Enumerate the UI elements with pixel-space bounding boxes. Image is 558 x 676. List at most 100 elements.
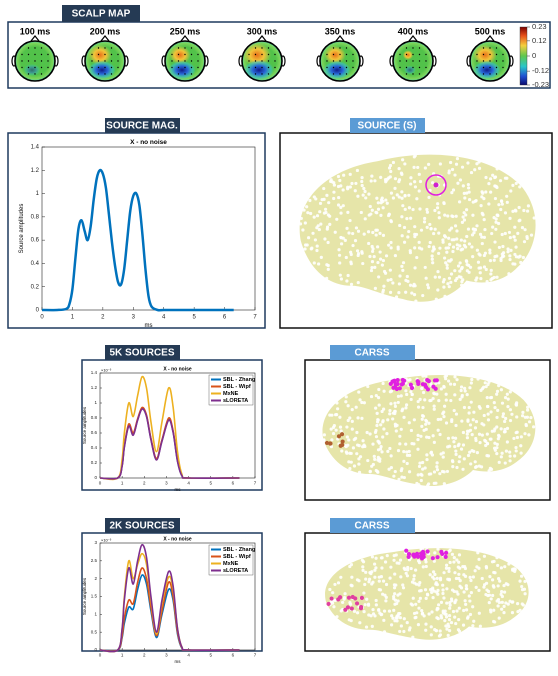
- source-dot: [374, 229, 377, 232]
- electrode: [412, 54, 413, 55]
- electrode: [326, 67, 327, 68]
- source-dot: [333, 583, 336, 586]
- source-dot: [401, 234, 404, 237]
- source-dot: [413, 225, 416, 228]
- source-dot: [508, 459, 511, 462]
- source-dot: [503, 428, 506, 431]
- source-dot: [445, 613, 448, 616]
- source-dot: [478, 612, 481, 615]
- source-dot: [358, 398, 361, 401]
- source-dot: [367, 230, 370, 233]
- active-source: [351, 595, 355, 599]
- source-dot: [442, 451, 445, 454]
- electrode: [406, 60, 407, 61]
- source-dot: [490, 597, 493, 600]
- electrode: [261, 54, 262, 55]
- source-dot: [447, 171, 450, 174]
- positive-area: [403, 50, 413, 60]
- source-dot: [528, 420, 531, 423]
- source-dot: [423, 398, 426, 401]
- electrode: [104, 73, 105, 74]
- source-dot: [330, 414, 333, 417]
- source-dot: [452, 440, 455, 443]
- charts: 00.20.40.60.811.21.401234567X - no noise…: [19, 139, 257, 664]
- source-dot: [469, 429, 472, 432]
- colorbar-label: 0: [532, 51, 536, 60]
- electrode: [326, 54, 327, 55]
- source-dot: [413, 283, 416, 286]
- source-dot: [389, 390, 392, 393]
- active-source: [425, 549, 429, 553]
- electrode: [98, 60, 99, 61]
- source-dot: [424, 423, 427, 426]
- source-dot: [395, 619, 398, 622]
- electrode: [406, 54, 407, 55]
- source-dot: [455, 237, 458, 240]
- source-dot: [385, 596, 388, 599]
- source-dot: [405, 217, 408, 220]
- source-dot: [335, 615, 338, 618]
- source-dot: [442, 201, 445, 204]
- source-dot: [433, 209, 436, 212]
- active-source: [341, 439, 345, 443]
- source-dot: [515, 415, 518, 418]
- electrode: [496, 73, 497, 74]
- source-dot: [481, 242, 484, 245]
- source-dot: [457, 573, 460, 576]
- source-dot: [391, 281, 394, 284]
- source-dot: [507, 272, 510, 275]
- source-dot: [415, 197, 418, 200]
- source-dot: [425, 208, 428, 211]
- source-dot: [440, 614, 443, 617]
- electrode: [197, 54, 198, 55]
- source-dot: [503, 420, 506, 423]
- source-dot: [473, 168, 476, 171]
- electrode: [352, 67, 353, 68]
- source-dot: [488, 249, 491, 252]
- electrode: [34, 60, 35, 61]
- source-dot: [475, 224, 478, 227]
- source-dot: [521, 226, 524, 229]
- source-dot: [470, 381, 473, 384]
- source-dot: [320, 256, 323, 259]
- source-dot: [498, 435, 501, 438]
- source-dot: [376, 245, 379, 248]
- y-tick-label: 1.5: [91, 594, 98, 599]
- source-dot: [382, 206, 385, 209]
- source-dot: [445, 393, 448, 396]
- source-dot: [406, 621, 409, 624]
- source-dot: [426, 211, 429, 214]
- source-dot: [374, 431, 377, 434]
- source-dot: [336, 407, 339, 410]
- electrode: [268, 54, 269, 55]
- source-dot: [371, 608, 374, 611]
- source-dot: [386, 450, 389, 453]
- electrode: [111, 54, 112, 55]
- source-dot: [447, 379, 450, 382]
- source-dot: [376, 261, 379, 264]
- source-dot: [375, 233, 378, 236]
- source-dot: [493, 447, 496, 450]
- source-dot: [468, 271, 471, 274]
- source-dot: [457, 628, 460, 631]
- source-dot: [448, 607, 451, 610]
- legend-label: MxNE: [223, 391, 239, 397]
- source-dot: [376, 440, 379, 443]
- source-dot: [323, 433, 326, 436]
- source-dot: [458, 275, 461, 278]
- active-source: [336, 597, 340, 601]
- source-dot: [404, 442, 407, 445]
- source-dot: [400, 190, 403, 193]
- source-dot: [441, 592, 444, 595]
- source-dot: [437, 617, 440, 620]
- source-dot: [466, 432, 469, 435]
- source-dot: [492, 620, 495, 623]
- source-dot: [356, 195, 359, 198]
- source-dot: [348, 219, 351, 222]
- source-dot: [392, 161, 395, 164]
- source-dot: [475, 465, 478, 468]
- source-dot: [403, 162, 406, 165]
- source-dot: [380, 450, 383, 453]
- source-dot: [387, 244, 390, 247]
- source-dot: [462, 609, 465, 612]
